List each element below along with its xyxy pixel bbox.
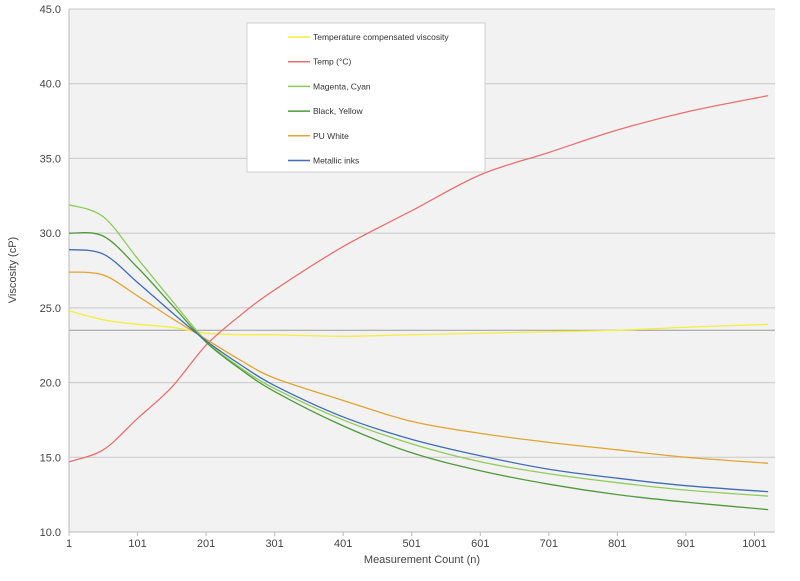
series-line-black-yellow — [68, 232, 769, 511]
x-tick-label: 601 — [471, 538, 489, 550]
y-tick-label: 25.0 — [40, 303, 61, 315]
y-axis-label: Viscosity (cP) — [7, 237, 19, 303]
legend-label-metallic-inks: Metallic inks — [313, 156, 359, 166]
x-tick-label: 901 — [677, 538, 695, 550]
x-tick-label: 101 — [128, 538, 146, 550]
legend-label-temperature-compensated-viscosity: Temperature compensated viscosity — [313, 32, 449, 42]
series-line-metallic-inks — [68, 248, 769, 493]
x-tick-label: 401 — [334, 538, 352, 550]
legend-label-pu-white: PU White — [313, 131, 349, 141]
x-tick-label: 801 — [608, 538, 626, 550]
y-tick-label: 35.0 — [40, 153, 61, 165]
x-axis-label: Measurement Count (n) — [364, 554, 480, 566]
series-line-magenta-cyan — [68, 204, 769, 497]
x-tick-label: 701 — [540, 538, 558, 550]
series-line-temperature-compensated-viscosity — [68, 310, 769, 337]
series-line-pu-white — [68, 271, 769, 464]
y-tick-label: 20.0 — [40, 378, 61, 390]
legend-label-magenta-cyan: Magenta, Cyan — [313, 81, 371, 91]
legend-label-black-yellow: Black, Yellow — [313, 106, 363, 116]
y-tick-label: 45.0 — [40, 4, 61, 16]
y-tick-label: 40.0 — [40, 79, 61, 91]
x-tick-label: 1001 — [742, 538, 766, 550]
x-tick-label: 501 — [403, 538, 421, 550]
x-tick-label: 301 — [265, 538, 283, 550]
legend: Temperature compensated viscosity Temp (°… — [246, 22, 486, 173]
y-tick-label: 30.0 — [40, 228, 61, 240]
x-tick-label: 201 — [197, 538, 215, 550]
legend-label-temp-c: Temp (°C) — [313, 57, 352, 67]
y-tick-label: 15.0 — [40, 452, 61, 464]
y-tick-label: 10.0 — [40, 527, 61, 539]
series-line-temp-c — [68, 95, 769, 463]
x-tick-label: 1 — [66, 538, 72, 550]
